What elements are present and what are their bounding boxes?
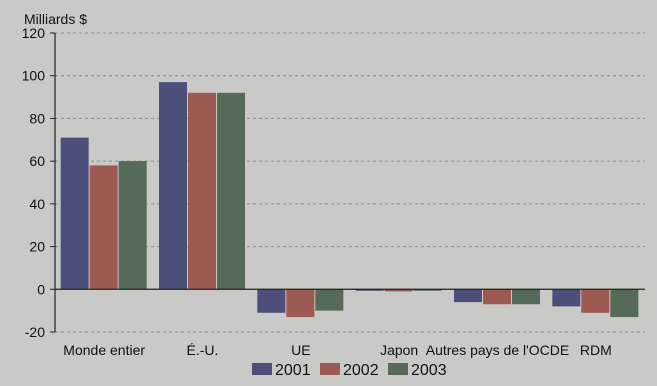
y-unit-label: Milliards $ [24, 11, 87, 27]
x-category-label: RDM [580, 342, 612, 358]
bars [60, 82, 639, 318]
bar-2002 [286, 289, 315, 318]
x-category-label: É.-U. [187, 342, 219, 358]
bar-2001 [60, 137, 89, 290]
bar-2001 [454, 289, 482, 303]
legend-label-2003: 2003 [411, 362, 447, 379]
bar-2003 [315, 289, 344, 311]
y-tick-label: 20 [29, 239, 45, 255]
x-category-label: Monde entier [63, 342, 145, 358]
bar-2002 [483, 289, 511, 305]
y-tick-label: 80 [29, 110, 45, 126]
bar-2001 [355, 289, 384, 291]
y-tick-label: 40 [29, 196, 45, 212]
bar-2003 [118, 161, 147, 290]
bar-2003 [413, 289, 442, 291]
bar-2002 [581, 289, 610, 313]
bar-2003 [217, 92, 245, 290]
bar-2003 [512, 289, 540, 305]
x-category-label: UE [291, 342, 310, 358]
bar-2002 [89, 165, 118, 290]
legend-label-2002: 2002 [343, 362, 379, 379]
y-tick-label: 60 [29, 153, 45, 169]
bar-2003 [610, 289, 639, 318]
y-tick-label: 100 [22, 68, 46, 84]
legend-swatch-2003 [388, 363, 408, 375]
bar-2001 [159, 82, 187, 290]
legend-swatch-2002 [320, 363, 340, 375]
legend: 2001 2002 2003 [252, 362, 447, 379]
y-tick-label: -20 [25, 324, 45, 340]
bar-2001 [257, 289, 286, 313]
bar-2001 [552, 289, 581, 307]
x-category-label: Japon [380, 342, 418, 358]
y-tick-label: 120 [22, 25, 46, 41]
bar-2002 [384, 289, 413, 292]
bar-2002 [188, 92, 216, 290]
x-category-label: Autres pays de l'OCDE [426, 342, 570, 358]
gridlines [55, 32, 645, 333]
y-tick-label: 0 [37, 281, 45, 297]
y-axis-ticks: -20 0 20 40 60 80 100 120 [22, 25, 55, 340]
legend-label-2001: 2001 [275, 362, 311, 379]
category-labels: Monde entier É.-U. UE Japon Autres pays de l… [63, 342, 611, 358]
legend-swatch-2001 [252, 363, 272, 375]
